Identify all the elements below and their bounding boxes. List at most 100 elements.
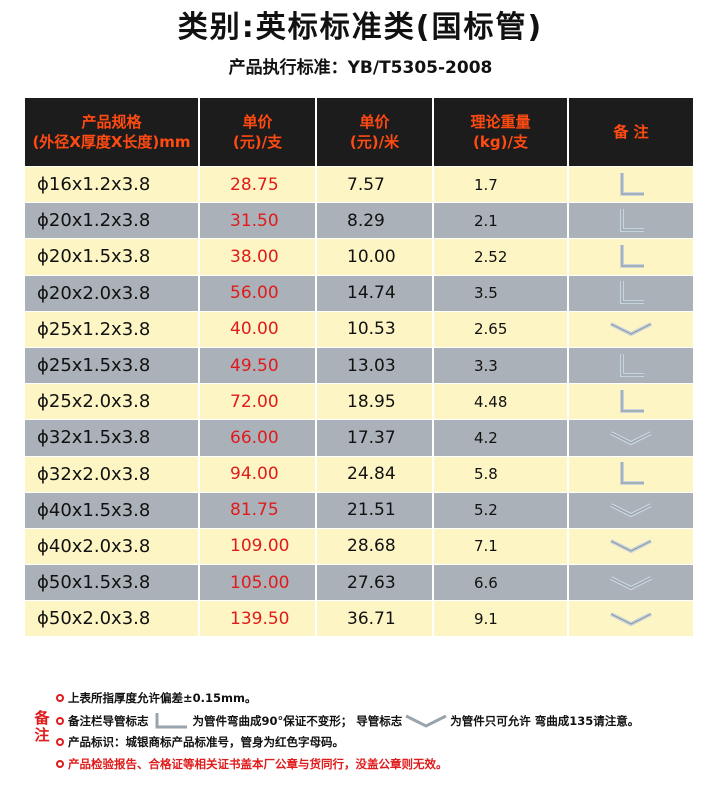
bullet-icon (56, 717, 64, 725)
price-meter-cell: 21.51 (317, 492, 434, 528)
price-meter-cell: 36.71 (317, 601, 434, 637)
l-bend-icon (616, 352, 646, 380)
weight-cell: 6.6 (434, 565, 569, 601)
table-row: ϕ40x2.0x3.8 109.00 28.68 7.1 (25, 527, 693, 565)
header-price-each: 单价 (元)/支 (200, 98, 317, 166)
note-cell (569, 565, 693, 600)
table-row: ϕ25x1.2x3.8 40.00 10.53 2.65 (25, 310, 693, 347)
table-row: ϕ25x2.0x3.8 72.00 18.95 4.48 (25, 383, 693, 420)
price-meter-cell: 27.63 (317, 565, 434, 601)
note-cell (569, 457, 693, 492)
note-cell (569, 312, 693, 347)
l-bend-icon (616, 207, 646, 235)
notes-label: 备注 (34, 709, 50, 744)
spec-cell: ϕ50x2.0x3.8 (25, 601, 200, 637)
price-each-cell: 105.00 (200, 565, 317, 601)
table-row: ϕ50x1.5x3.8 105.00 27.63 6.6 (25, 564, 693, 601)
spec-cell: ϕ16x1.2x3.8 (25, 167, 200, 203)
v-bend-icon (608, 609, 654, 629)
weight-cell: 2.1 (434, 203, 569, 239)
spec-cell: ϕ20x1.2x3.8 (25, 203, 200, 239)
standard-subtitle: 产品执行标准：YB/T5305-2008 (228, 58, 493, 78)
spec-cell: ϕ32x2.0x3.8 (25, 456, 200, 492)
price-meter-cell: 10.00 (317, 239, 434, 275)
weight-cell: 5.2 (434, 492, 569, 528)
weight-cell: 9.1 (434, 601, 569, 637)
note-cell (569, 276, 693, 311)
weight-cell: 2.65 (434, 311, 569, 347)
price-meter-cell: 28.68 (317, 528, 434, 565)
note-cell (569, 493, 693, 528)
l-bend-icon (616, 460, 646, 488)
table-row: ϕ32x1.5x3.8 66.00 17.37 4.2 (25, 419, 693, 456)
price-each-cell: 72.00 (200, 384, 317, 420)
price-each-cell: 94.00 (200, 456, 317, 492)
note-cell (569, 203, 693, 238)
table-body: ϕ16x1.2x3.8 28.75 7.57 1.7 ϕ20x1.2x3.8 31.50 8… (25, 166, 693, 637)
price-meter-cell: 17.37 (317, 420, 434, 456)
price-meter-cell: 14.74 (317, 275, 434, 311)
note-cell (569, 384, 693, 419)
price-table: 产品规格 (外径X厚度X长度)mm 单价 (元)/支 单价 (元)/米 理论重量… (25, 98, 693, 637)
note-cell (569, 529, 693, 564)
weight-cell: 1.7 (434, 167, 569, 203)
header-spec: 产品规格 (外径X厚度X长度)mm (25, 98, 200, 166)
l-bend-icon (616, 388, 646, 416)
price-meter-cell: 7.57 (317, 167, 434, 203)
v-bend-icon (608, 500, 654, 520)
spec-cell: ϕ25x1.5x3.8 (25, 347, 200, 384)
price-meter-cell: 24.84 (317, 456, 434, 492)
price-meter-cell: 18.95 (317, 384, 434, 420)
l-bend-icon (616, 171, 646, 199)
spec-cell: ϕ25x1.2x3.8 (25, 311, 200, 347)
header-price-meter: 单价 (元)/米 (317, 98, 434, 166)
table-row: ϕ20x1.2x3.8 31.50 8.29 2.1 (25, 202, 693, 239)
v-bend-icon (405, 714, 447, 728)
weight-cell: 3.5 (434, 275, 569, 311)
weight-cell: 4.2 (434, 420, 569, 456)
spec-cell: ϕ20x2.0x3.8 (25, 275, 200, 311)
weight-cell: 4.48 (434, 384, 569, 420)
v-bend-icon (608, 536, 654, 556)
header-note: 备 注 (613, 123, 649, 141)
spec-cell: ϕ25x2.0x3.8 (25, 384, 200, 420)
spec-cell: ϕ20x1.5x3.8 (25, 239, 200, 275)
note-cell (569, 601, 693, 636)
note-cell (569, 167, 693, 202)
price-each-cell: 31.50 (200, 203, 317, 239)
spec-cell: ϕ40x2.0x3.8 (25, 528, 200, 565)
price-each-cell: 66.00 (200, 420, 317, 456)
weight-cell: 2.52 (434, 239, 569, 275)
note-cell (569, 348, 693, 383)
table-row: ϕ20x1.5x3.8 38.00 10.00 2.52 (25, 238, 693, 275)
price-meter-cell: 8.29 (317, 203, 434, 239)
note-line-3: 产品标识：城银商标产品标准号，管身为红色字母码。 (56, 734, 344, 750)
price-each-cell: 139.50 (200, 601, 317, 637)
weight-cell: 5.8 (434, 456, 569, 492)
spec-cell: ϕ50x1.5x3.8 (25, 565, 200, 601)
spec-cell: ϕ40x1.5x3.8 (25, 492, 200, 528)
l-bend-icon (616, 279, 646, 307)
spec-cell: ϕ32x1.5x3.8 (25, 420, 200, 456)
table-row: ϕ16x1.2x3.8 28.75 7.57 1.7 (25, 166, 693, 203)
price-each-cell: 81.75 (200, 492, 317, 528)
weight-cell: 7.1 (434, 528, 569, 565)
price-each-cell: 28.75 (200, 167, 317, 203)
price-each-cell: 38.00 (200, 239, 317, 275)
price-each-cell: 109.00 (200, 528, 317, 565)
weight-cell: 3.3 (434, 347, 569, 384)
price-each-cell: 40.00 (200, 311, 317, 347)
bullet-icon (56, 694, 64, 702)
price-meter-cell: 10.53 (317, 311, 434, 347)
header-weight: 理论重量 (kg)/支 (434, 98, 569, 166)
page-title: 类别:英标标准类(国标管) (177, 10, 544, 45)
note-line-1: 上表所指厚度允许偏差±0.15mm。 (56, 690, 256, 706)
l-bend-icon (155, 713, 187, 729)
price-meter-cell: 13.03 (317, 347, 434, 384)
bullet-icon (56, 738, 64, 746)
table-row: ϕ25x1.5x3.8 49.50 13.03 3.3 (25, 346, 693, 384)
price-each-cell: 56.00 (200, 275, 317, 311)
l-bend-icon (616, 243, 646, 271)
table-header: 产品规格 (外径X厚度X长度)mm 单价 (元)/支 单价 (元)/米 理论重量… (25, 98, 693, 166)
table-row: ϕ50x2.0x3.8 139.50 36.71 9.1 (25, 600, 693, 637)
